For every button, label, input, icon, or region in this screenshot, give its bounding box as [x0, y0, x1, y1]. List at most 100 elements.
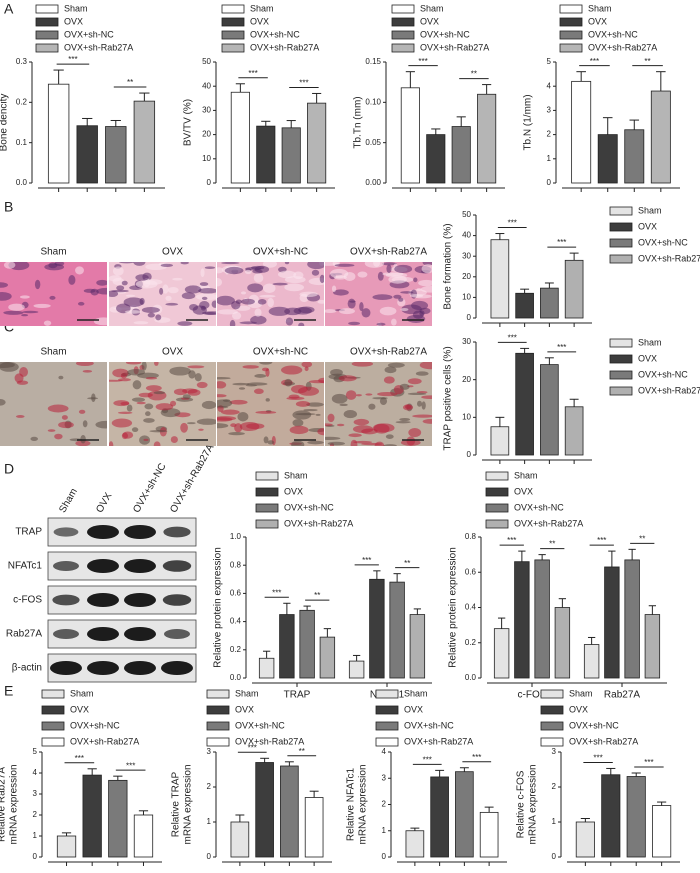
bar — [256, 125, 276, 184]
y-tick-label: 0 — [547, 178, 552, 187]
y-tick-label: 0.1 — [16, 138, 28, 147]
texture — [395, 420, 411, 424]
legend-swatch — [559, 30, 583, 40]
bar — [490, 239, 510, 319]
legend-label: Sham — [64, 3, 88, 13]
texture — [327, 413, 335, 423]
texture — [224, 266, 244, 275]
bar — [255, 762, 274, 858]
bar — [108, 779, 128, 858]
blot-band — [52, 594, 80, 606]
bar — [47, 83, 70, 184]
texture — [406, 314, 426, 323]
legend-label: OVX+sh-Rab27A — [284, 518, 353, 528]
legend-label: OVX — [420, 16, 439, 26]
texture — [272, 282, 288, 286]
texture — [381, 262, 397, 266]
texture — [153, 441, 161, 446]
lane-label: OVX+sh-NC — [131, 461, 168, 514]
texture — [401, 304, 422, 315]
texture — [291, 440, 305, 446]
texture — [267, 297, 274, 308]
bar — [319, 636, 336, 679]
legend-swatch — [41, 737, 65, 747]
error-bar — [82, 117, 93, 126]
y-axis-label: Bone formation (%) — [443, 223, 454, 309]
blot-band — [87, 593, 119, 607]
texture — [304, 366, 309, 372]
texture — [196, 381, 208, 389]
y-axis-label: TRAP positive cells (%) — [443, 346, 454, 450]
y-axis-label: Bone dencity — [0, 94, 10, 152]
texture — [295, 401, 311, 407]
error-bar — [312, 92, 322, 104]
y-axis-label: Tb.Tn (mm) — [353, 96, 364, 148]
significance-label: *** — [644, 758, 653, 767]
legend-label: Sham — [404, 688, 428, 698]
y-tick-label: 0.00 — [365, 178, 381, 187]
texture — [19, 295, 30, 299]
y-tick-label: 0 — [33, 852, 38, 861]
texture — [421, 401, 426, 410]
texture — [133, 321, 149, 325]
bar — [133, 100, 156, 184]
y-tick-label: 0.2 — [465, 638, 477, 647]
blot-band — [87, 661, 119, 675]
legend-swatch — [609, 206, 633, 216]
blot-band — [124, 627, 156, 641]
legend-swatch — [609, 238, 633, 248]
error-bar — [393, 573, 401, 583]
protein-label: β-actin — [12, 663, 42, 674]
y-tick-label: 40 — [462, 231, 471, 240]
legend-label: Sham — [569, 688, 593, 698]
error-bar — [235, 814, 245, 822]
texture — [167, 286, 179, 294]
bar — [540, 287, 559, 319]
texture — [0, 398, 6, 406]
bar — [624, 129, 645, 184]
texture — [155, 403, 174, 411]
y-tick-label: 20 — [202, 130, 211, 139]
texture — [47, 404, 69, 413]
he-image-bg — [0, 262, 107, 326]
texture — [409, 293, 424, 298]
texture — [353, 440, 373, 444]
texture — [147, 312, 155, 318]
texture — [391, 318, 397, 326]
texture — [377, 271, 384, 281]
error-bar — [587, 636, 596, 645]
texture — [201, 296, 208, 301]
texture — [319, 274, 324, 284]
bar — [624, 559, 640, 679]
bar — [554, 607, 571, 679]
legend-swatch — [391, 43, 415, 53]
legend-label: OVX — [284, 486, 303, 496]
texture — [217, 394, 227, 398]
legend-label: OVX+sh-Rab27A — [404, 736, 473, 746]
texture — [387, 362, 405, 368]
texture — [289, 425, 309, 435]
y-tick-label: 0.4 — [230, 617, 242, 626]
significance-label: ** — [549, 540, 555, 549]
y-tick-label: 5 — [33, 747, 38, 756]
y-tick-label: 0.0 — [16, 178, 28, 187]
legend-swatch — [35, 4, 59, 14]
texture — [348, 433, 362, 438]
legend-label: OVX+sh-NC — [284, 502, 334, 512]
texture — [43, 320, 52, 326]
significance-label: ** — [127, 78, 133, 87]
texture — [145, 385, 162, 392]
y-tick-label: 10 — [202, 154, 211, 163]
legend-swatch — [375, 689, 399, 699]
image-label: Sham — [40, 347, 66, 358]
error-bar — [456, 116, 466, 127]
texture — [170, 436, 178, 443]
legend-label: OVX+sh-NC — [250, 29, 300, 39]
texture — [0, 282, 9, 288]
error-bar — [520, 288, 530, 294]
error-bar — [113, 775, 123, 781]
y-tick-label: 1 — [547, 154, 552, 163]
x-tick-label: Rab27A — [604, 690, 640, 701]
texture — [353, 418, 370, 426]
texture — [239, 421, 260, 432]
